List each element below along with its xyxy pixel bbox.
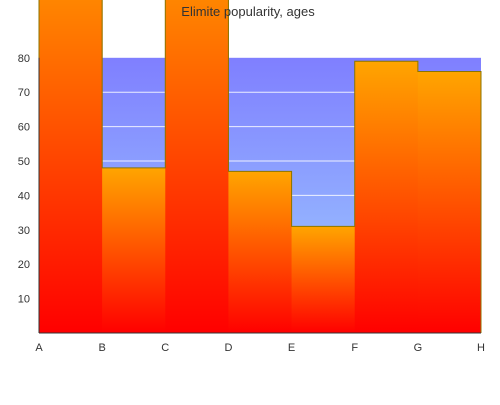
y-tick-label: 20 (18, 259, 30, 271)
area-step-A (39, 0, 103, 333)
x-tick-label: E (288, 342, 295, 354)
area-series (38, 0, 482, 334)
area-step-B (102, 167, 166, 333)
x-tick-label: C (161, 342, 169, 354)
x-tick-label: B (98, 342, 105, 354)
y-tick-label: 30 (18, 225, 30, 237)
y-tick-label: 60 (18, 122, 30, 134)
y-axis-ticks: 10 20 30 40 50 60 70 80 (18, 53, 30, 306)
area-step-G (417, 71, 482, 333)
y-tick-label: 50 (18, 156, 30, 168)
area-step-C (165, 0, 229, 333)
x-tick-label: G (414, 342, 423, 354)
axes (38, 57, 481, 334)
y-tick-label: 10 (18, 294, 30, 306)
x-tick-label: D (224, 342, 232, 354)
y-tick-label: 40 (18, 190, 30, 202)
area-step-F (354, 61, 419, 334)
area-step-E (291, 226, 356, 333)
area-outline (38, 0, 482, 333)
chart-title: Elimite popularity, ages (181, 4, 315, 19)
y-tick-label: 70 (18, 87, 30, 99)
x-tick-label: H (477, 342, 485, 354)
x-tick-label: A (35, 342, 43, 354)
area-step-D (228, 171, 293, 333)
x-axis-ticks: A B C D E F G H (35, 342, 485, 354)
y-tick-label: 80 (18, 53, 30, 65)
x-tick-label: F (351, 342, 358, 354)
